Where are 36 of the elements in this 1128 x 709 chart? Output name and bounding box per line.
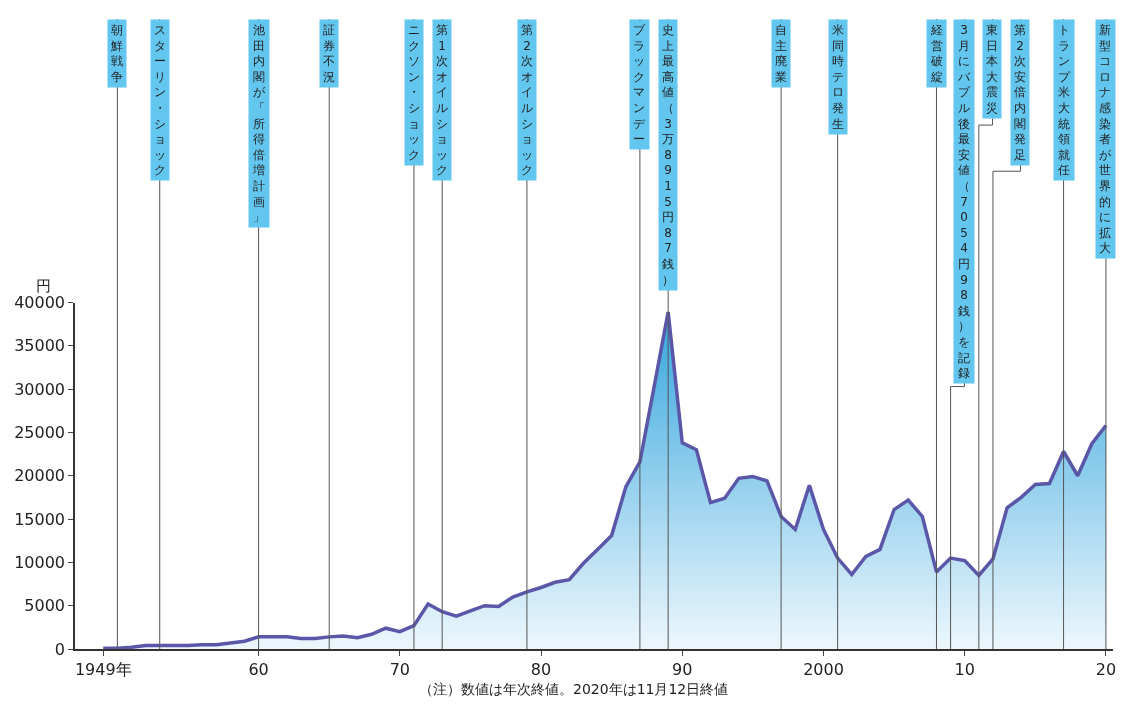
x-tick-label: 70 xyxy=(389,659,410,679)
y-axis-title: 円 xyxy=(36,277,51,295)
x-tick-label: 2000 xyxy=(803,659,844,679)
x-tick-label: 60 xyxy=(248,659,269,679)
y-tick-label: 10000 xyxy=(14,552,66,572)
text: 第2次安倍内閣発足 xyxy=(1014,23,1026,162)
y-tick-label: 25000 xyxy=(14,423,66,443)
ref-line-label: 経営破綻 xyxy=(930,23,943,84)
y-tick-label: 5000 xyxy=(24,596,66,616)
ref-line-label: 米同時テロ発生 xyxy=(832,23,844,131)
y-tick-label: 0 xyxy=(54,639,66,659)
text: ニクソン・ショック xyxy=(408,23,420,162)
x-tick-label: 1949年 xyxy=(74,659,132,679)
y-tick-label: 30000 xyxy=(14,379,66,399)
ref-line-label: ブラックマンデー xyxy=(633,23,646,147)
ref-line-label: 朝鮮戦争 xyxy=(111,23,123,84)
x-tick-label: 20 xyxy=(1095,659,1117,679)
ref-line-label: 東日本大震災 xyxy=(986,23,998,115)
text: 新型コロナ感染者が世界的に拡大 xyxy=(1099,23,1111,256)
y-tick-label: 15000 xyxy=(14,509,66,529)
x-tick-label: 10 xyxy=(954,659,975,679)
text: 第2次オイルショック xyxy=(521,23,533,178)
ref-line-label: 証券不況 xyxy=(323,23,335,84)
x-tick-label: 80 xyxy=(530,659,552,679)
y-tick-label: 40000 xyxy=(14,293,66,313)
text: （注）数値は年次終値。2020年は11月12日終値 xyxy=(419,681,729,697)
text: 3月にバブル後最安値（7054円98銭）を記録 xyxy=(958,23,970,381)
text: 池田内閣が「所得倍増計画」 xyxy=(253,23,265,225)
text: 第1次オイルショック xyxy=(436,23,448,178)
y-tick-label: 35000 xyxy=(14,336,66,356)
text: 史上最高値（3万8915円87銭） xyxy=(662,23,674,287)
text: スターリン・ショック xyxy=(154,23,166,178)
ref-line-label: 自主廃業 xyxy=(775,23,787,84)
x-tick-label: 90 xyxy=(672,659,693,679)
text: トランプ米大統領就任 xyxy=(1058,23,1070,178)
y-tick-label: 20000 xyxy=(14,466,66,486)
